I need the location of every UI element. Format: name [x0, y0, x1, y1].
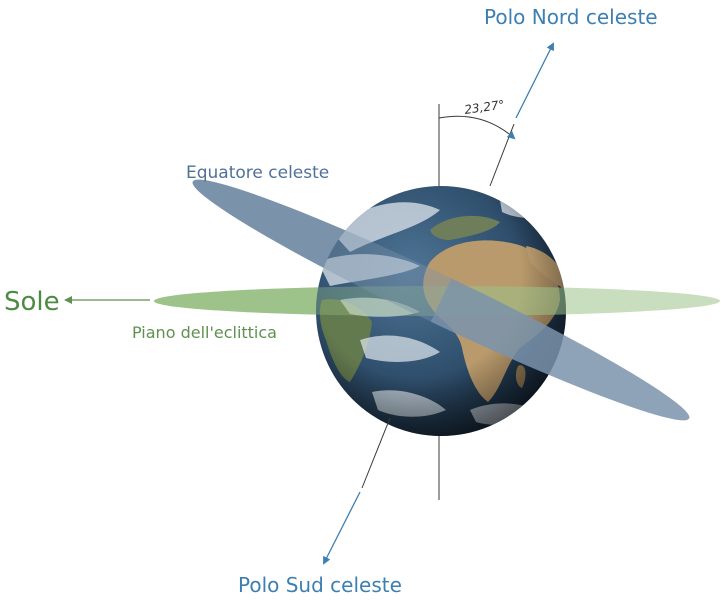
rotation-axis-south	[361, 417, 391, 489]
north-pole-arrow	[515, 42, 554, 119]
south-pole-arrow	[323, 491, 361, 565]
rotation-axis-north	[489, 123, 515, 187]
ecliptic-plane-label: Piano dell'eclittica	[132, 323, 277, 342]
tilt-angle-label: 23,27°	[463, 97, 505, 116]
tilt-angle-arc	[438, 115, 516, 140]
sun-label: Sole	[4, 287, 60, 317]
north-pole-label: Polo Nord celeste	[484, 5, 658, 29]
celestial-equator-label: Equatore celeste	[186, 163, 329, 183]
south-pole-label: Polo Sud celeste	[238, 573, 402, 597]
